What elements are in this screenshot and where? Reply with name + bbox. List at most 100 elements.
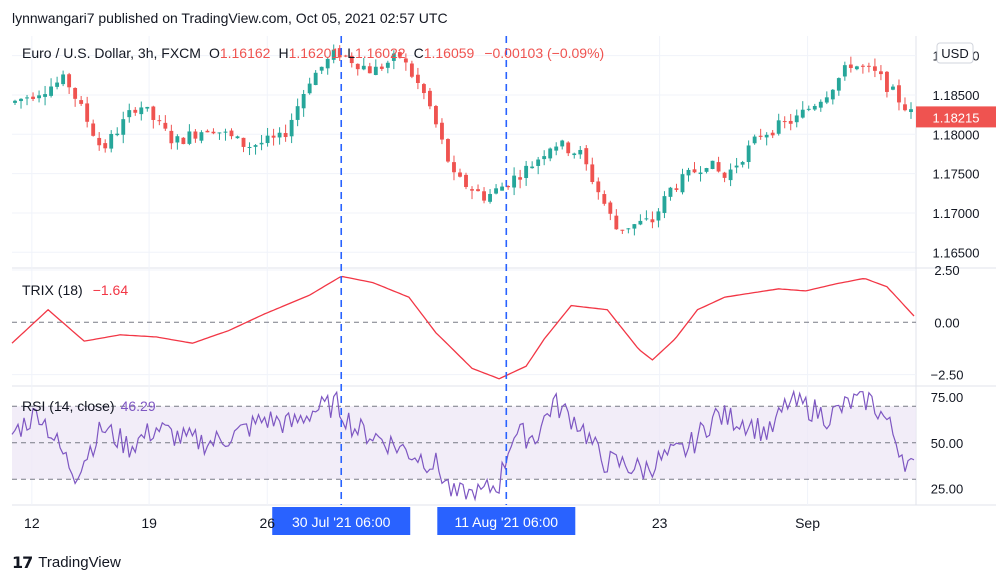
- price-candle: [836, 77, 841, 96]
- price-candle: [458, 168, 462, 178]
- price-candle: [602, 190, 607, 206]
- price-candle: [361, 58, 366, 71]
- time-marker-box: [272, 507, 411, 535]
- rsi-value: 46.29: [121, 398, 156, 414]
- price-candle: [885, 70, 889, 98]
- price-candle: [464, 172, 468, 190]
- price-candle: [590, 157, 595, 185]
- time-tick-label: 23: [652, 515, 668, 531]
- price-candle: [127, 103, 132, 123]
- price-candle: [79, 95, 84, 106]
- price-candle: [181, 137, 186, 145]
- price-candles[interactable]: [13, 44, 913, 236]
- price-candle: [608, 200, 613, 221]
- price-candle: [247, 142, 252, 156]
- price-candle: [343, 54, 348, 58]
- price-candle: [536, 156, 541, 175]
- price-candle: [19, 98, 23, 109]
- price-candle: [319, 66, 324, 74]
- price-candle: [710, 160, 715, 170]
- price-candle: [355, 63, 360, 76]
- price-candle: [241, 137, 246, 153]
- price-candle: [794, 109, 799, 128]
- price-candle: [421, 82, 426, 100]
- price-candle: [566, 141, 571, 157]
- price-candle: [818, 99, 823, 112]
- time-tick-label: 12: [24, 515, 40, 531]
- price-candle: [812, 103, 817, 111]
- tradingview-logo[interactable]: 17 TradingView: [12, 553, 121, 572]
- price-candle: [518, 169, 523, 189]
- price-candle: [265, 127, 270, 147]
- price-candle: [115, 127, 120, 137]
- price-candle: [109, 130, 114, 153]
- price-candle: [415, 67, 420, 90]
- price-candle: [692, 162, 697, 174]
- price-candle: [307, 77, 312, 95]
- price-candle: [530, 161, 535, 169]
- price-tick-label: 1.17000: [933, 206, 980, 221]
- trix-title: TRIX (18): [22, 282, 83, 298]
- price-candle: [542, 150, 547, 166]
- time-marker-label: 11 Aug '21 06:00: [454, 514, 558, 530]
- price-candle: [151, 105, 156, 129]
- price-candle: [776, 113, 781, 136]
- close-value: 1.16059: [424, 45, 475, 61]
- time-markers[interactable]: 30 Jul '21 06:00 11 Aug '21 06:00: [272, 36, 576, 535]
- price-candle: [403, 53, 408, 71]
- price-candle: [830, 88, 835, 105]
- price-candle: [428, 87, 432, 110]
- price-candle: [313, 70, 318, 86]
- price-candle: [656, 208, 661, 228]
- price-candle: [897, 79, 901, 111]
- price-candle: [337, 45, 342, 62]
- price-candle: [512, 167, 517, 196]
- price-tick-label: 1.17500: [933, 167, 980, 182]
- price-legend: Euro / U.S. Dollar, 3h, FXCM O1.16162 H1.1…: [22, 45, 604, 61]
- price-candle: [295, 98, 300, 127]
- close-label: C: [414, 45, 424, 61]
- price-candle: [734, 157, 739, 174]
- trix-tick-label: 0.00: [934, 315, 959, 330]
- trix-pane[interactable]: [11, 275, 916, 380]
- price-candle: [452, 155, 456, 181]
- price-candle: [614, 209, 619, 230]
- price-candle: [500, 182, 505, 191]
- price-candle: [596, 177, 601, 200]
- price-candle: [764, 132, 769, 146]
- price-candle: [488, 189, 492, 204]
- price-candle: [752, 134, 757, 145]
- price-candle: [259, 134, 264, 151]
- price-candle: [49, 78, 54, 98]
- time-tick-label: Sep: [795, 515, 820, 531]
- trix-tick-label: −2.50: [931, 368, 964, 383]
- last-price-tag: 1.18215: [916, 106, 996, 128]
- price-candle: [145, 106, 150, 112]
- price-candle: [235, 135, 240, 139]
- price-candle: [223, 128, 228, 141]
- price-axis[interactable]: 1.190001.185001.180001.175001.170001.165…: [931, 49, 980, 497]
- time-axis[interactable]: 12 19 26 23 Sep: [24, 515, 820, 531]
- rsi-pane[interactable]: [11, 389, 915, 502]
- price-candle: [434, 104, 438, 128]
- price-candle: [301, 89, 306, 117]
- price-candle: [746, 140, 751, 169]
- price-candle: [379, 63, 384, 71]
- price-candle: [560, 139, 565, 150]
- price-candle: [806, 105, 811, 112]
- price-candle: [175, 134, 180, 150]
- low-label: L: [347, 45, 355, 61]
- price-candle: [283, 124, 288, 142]
- price-candle: [289, 113, 294, 144]
- price-candle: [169, 124, 174, 150]
- price-candle: [373, 59, 378, 76]
- price-candle: [61, 70, 66, 87]
- currency-label[interactable]: USD: [936, 42, 974, 64]
- price-tick-label: 1.18500: [933, 88, 980, 103]
- price-candle: [866, 62, 871, 73]
- price-candle: [133, 107, 138, 116]
- price-candle: [879, 65, 883, 81]
- price-candle: [37, 90, 41, 103]
- time-tick-label: 19: [141, 515, 157, 531]
